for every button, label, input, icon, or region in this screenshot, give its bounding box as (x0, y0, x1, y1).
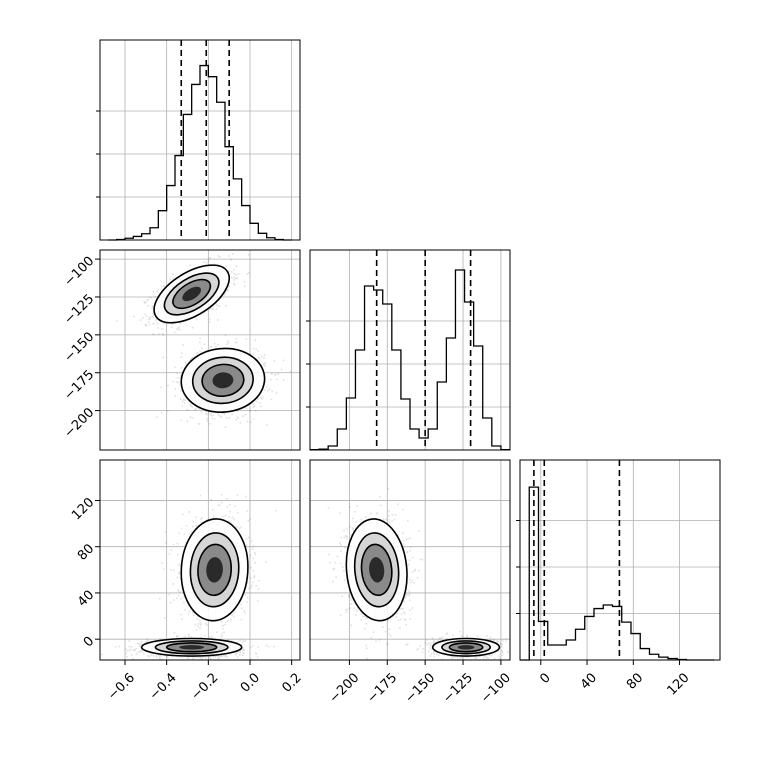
density-fill (369, 557, 385, 583)
contour-line (172, 278, 212, 310)
contour-line (165, 642, 218, 653)
contour-line (448, 642, 484, 653)
scatter-panel (309, 459, 511, 661)
contour-line (353, 532, 400, 608)
contour-line (201, 363, 245, 398)
density-fill (457, 645, 475, 650)
y-tick-label: −100 (61, 254, 97, 290)
x-tick-label: 80 (624, 670, 646, 692)
x-tick-label: −150 (402, 670, 438, 706)
x-axis: −200 −175 −150 −125 −100 (327, 660, 514, 706)
panel-frame (99, 39, 301, 241)
panel-frame (99, 249, 301, 451)
scatter-contents (327, 488, 510, 660)
x-tick-label: −0.4 (147, 670, 180, 703)
y-tick-label: 120 (69, 495, 97, 523)
contour-line (360, 543, 393, 597)
y-tick-label: −200 (61, 405, 97, 441)
x-tick-label: 0 (537, 670, 553, 686)
y-tick-label: 80 (75, 541, 97, 563)
y-tick-label: −175 (61, 367, 97, 403)
x-tick-label: 40 (578, 670, 600, 692)
x-tick-label: 0.0 (238, 670, 263, 695)
histogram-step (520, 486, 715, 661)
contour-line (180, 518, 249, 622)
x-axis: 0 40 80 120 (537, 660, 693, 699)
x-tick-label: −200 (327, 670, 363, 706)
density-fill (182, 286, 202, 302)
contour-line (345, 518, 408, 622)
density-fill (212, 372, 234, 389)
y-tick-label: 0 (81, 634, 97, 650)
density-fill (206, 557, 223, 583)
density-fill (179, 645, 205, 650)
histogram-step (310, 269, 510, 451)
y-tick-label: 40 (75, 588, 97, 610)
panel-frame (519, 459, 721, 661)
histogram-panel (516, 459, 721, 661)
contour-line (154, 640, 229, 655)
y-axis: −200−175−150−125−100 (61, 254, 100, 441)
x-tick-label: −100 (478, 670, 514, 706)
y-tick-label: −150 (61, 330, 97, 366)
scatter-contents (116, 253, 292, 428)
contour-line (180, 347, 266, 413)
contour-line (163, 272, 220, 316)
histogram-step (108, 64, 292, 241)
contour-line (431, 637, 501, 657)
scatter-contents (101, 493, 277, 660)
contour-line (140, 637, 243, 657)
y-axis: 0 40 80 120 (69, 495, 100, 650)
panel-frame (99, 459, 301, 661)
histogram-panel (306, 249, 511, 451)
contour-line (197, 543, 233, 597)
scatter-panel (99, 249, 301, 451)
contour-line (189, 532, 240, 608)
contour-line (441, 640, 492, 655)
contour-line (153, 264, 230, 324)
x-axis: −0.6 −0.4 −0.2 0.0 0.2 (105, 660, 305, 703)
contour-line (191, 356, 254, 405)
x-tick-label: −0.6 (105, 670, 138, 703)
x-tick-label: −0.2 (188, 670, 221, 703)
panel-frame (309, 249, 511, 451)
histogram-panel (96, 39, 301, 241)
x-tick-label: 0.2 (279, 670, 304, 695)
x-tick-label: −175 (364, 670, 400, 706)
y-tick-label: −125 (61, 292, 97, 328)
x-tick-label: 120 (664, 670, 692, 698)
panel-frame (309, 459, 511, 661)
scatter-panel (99, 459, 301, 661)
x-tick-label: −125 (440, 670, 476, 706)
